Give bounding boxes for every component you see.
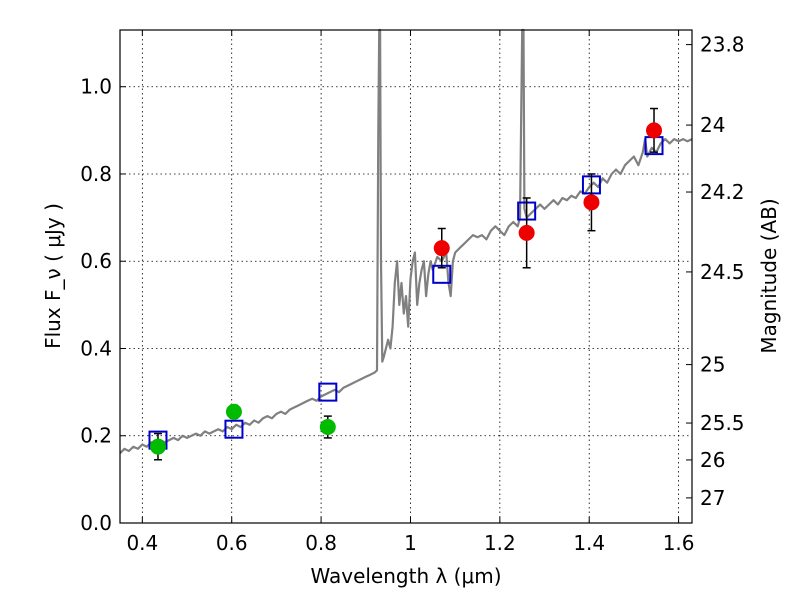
plot-frame [119, 29, 693, 524]
y-tick-label: 0.4 [80, 336, 112, 360]
magnitude-tick-label: 24 [700, 113, 725, 137]
magnitude-tick-label: 24.2 [700, 180, 745, 204]
y-tick-label: 1.0 [80, 75, 112, 99]
magnitude-tick-label: 24.5 [700, 260, 745, 284]
data-point [646, 122, 663, 139]
magnitude-tick-label: 25.5 [700, 411, 745, 435]
data-point [319, 419, 336, 436]
model-spectrum-line [119, 28, 693, 454]
x-tick-label: 1.4 [573, 531, 605, 555]
data-point [225, 403, 242, 420]
magnitude-axis-label: Magnitude (AB) [757, 198, 781, 353]
data-point [583, 194, 600, 211]
y-tick-label: 0.2 [80, 424, 112, 448]
x-tick-label: 0.8 [305, 531, 337, 555]
x-axis-label: Wavelength λ (μm) [310, 564, 501, 588]
data-point [433, 240, 450, 257]
magnitude-tick-label: 26 [700, 448, 725, 472]
x-tick-label: 1 [404, 531, 417, 555]
x-tick-label: 0.6 [216, 531, 248, 555]
model-photometry-square [318, 382, 338, 402]
model-spectrum-layer [119, 28, 693, 454]
y-tick-label: 0.0 [80, 511, 112, 535]
data-point [518, 224, 535, 241]
magnitude-tick-label: 23.8 [700, 33, 745, 57]
x-tick-label: 1.2 [484, 531, 516, 555]
data-point [149, 438, 166, 455]
y-axis-label: Flux F_ν ( μJy ) [41, 203, 65, 349]
magnitude-tick-label: 27 [700, 486, 725, 510]
model-photometry-layer [148, 136, 664, 450]
y-tick-label: 0.8 [80, 162, 112, 186]
grid-layer [120, 30, 692, 524]
ticks-layer: 0.4 0.6 0.8 1 1.2 1.4 1.6 0.0 0.2 0.4 0.6 0.8 1.0 23.… [80, 30, 745, 555]
model-photometry-square [224, 419, 244, 439]
x-tick-label: 0.4 [126, 531, 158, 555]
magnitude-tick-label: 25 [700, 353, 725, 377]
y-tick-label: 0.6 [80, 249, 112, 273]
x-tick-label: 1.6 [663, 531, 695, 555]
observed-photometry-layer [149, 107, 663, 461]
